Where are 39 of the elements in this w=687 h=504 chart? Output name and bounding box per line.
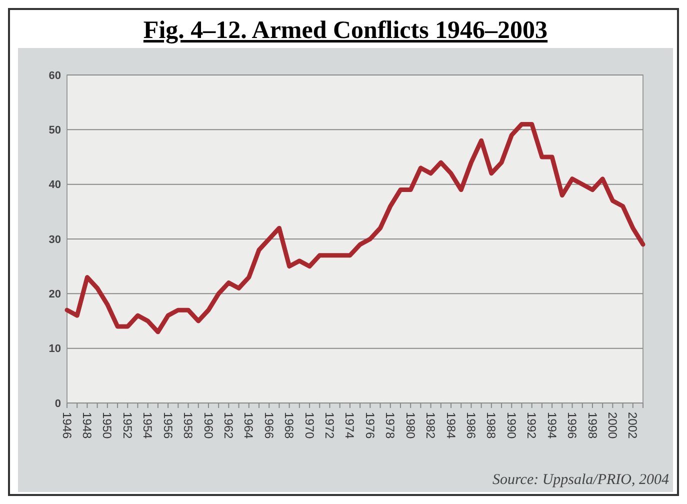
x-tick-label: 1950 — [100, 412, 114, 440]
x-tick-label: 1982 — [424, 412, 438, 440]
source-note: Source: Uppsala/PRIO, 2004 — [492, 472, 670, 488]
x-tick-label: 1954 — [140, 412, 155, 440]
y-tick-label: 0 — [54, 398, 61, 410]
y-tick-label: 50 — [48, 124, 61, 137]
x-tick-label: 1994 — [544, 412, 559, 440]
x-tick-label: 1998 — [585, 412, 600, 440]
x-tick-label: 1984 — [444, 412, 458, 440]
y-tick-label: 30 — [48, 234, 61, 246]
x-tick-label: 1974 — [342, 412, 357, 440]
y-tick-label: 40 — [48, 179, 61, 192]
x-tick-label: 1966 — [262, 412, 276, 440]
x-tick-label: 1980 — [403, 412, 418, 440]
x-tick-label: 1978 — [383, 412, 398, 440]
x-tick-label: 1968 — [282, 412, 296, 440]
x-tick-label: 1962 — [221, 412, 236, 440]
x-tick-label: 1976 — [362, 412, 377, 440]
x-tick-label: 1958 — [181, 412, 196, 440]
x-tick-label: 1972 — [322, 412, 337, 440]
x-tick-label: 1970 — [302, 412, 316, 440]
x-tick-label: 1964 — [242, 412, 256, 440]
x-tick-label: 1992 — [524, 412, 539, 440]
x-tick-label: 2002 — [626, 412, 640, 440]
x-tick-label: 1946 — [60, 412, 74, 440]
x-tick-label: 1996 — [565, 412, 580, 440]
x-tick-label: 1948 — [80, 412, 94, 440]
y-tick-label: 60 — [48, 70, 61, 82]
x-tick-label: 2000 — [605, 412, 620, 440]
y-tick-label: 20 — [48, 288, 61, 301]
y-tick-label: 10 — [48, 343, 61, 356]
line-series — [64, 122, 646, 334]
x-tick-label: 1988 — [484, 412, 498, 440]
x-tick-label: 1960 — [201, 412, 216, 440]
x-tick-label: 1986 — [464, 412, 478, 440]
x-tick-label: 1990 — [504, 412, 518, 440]
x-tick-label: 1952 — [120, 412, 134, 440]
chart-title: Fig. 4–12. Armed Conflicts 1946–2003 — [143, 17, 548, 44]
x-tick-label: 1956 — [160, 412, 175, 440]
